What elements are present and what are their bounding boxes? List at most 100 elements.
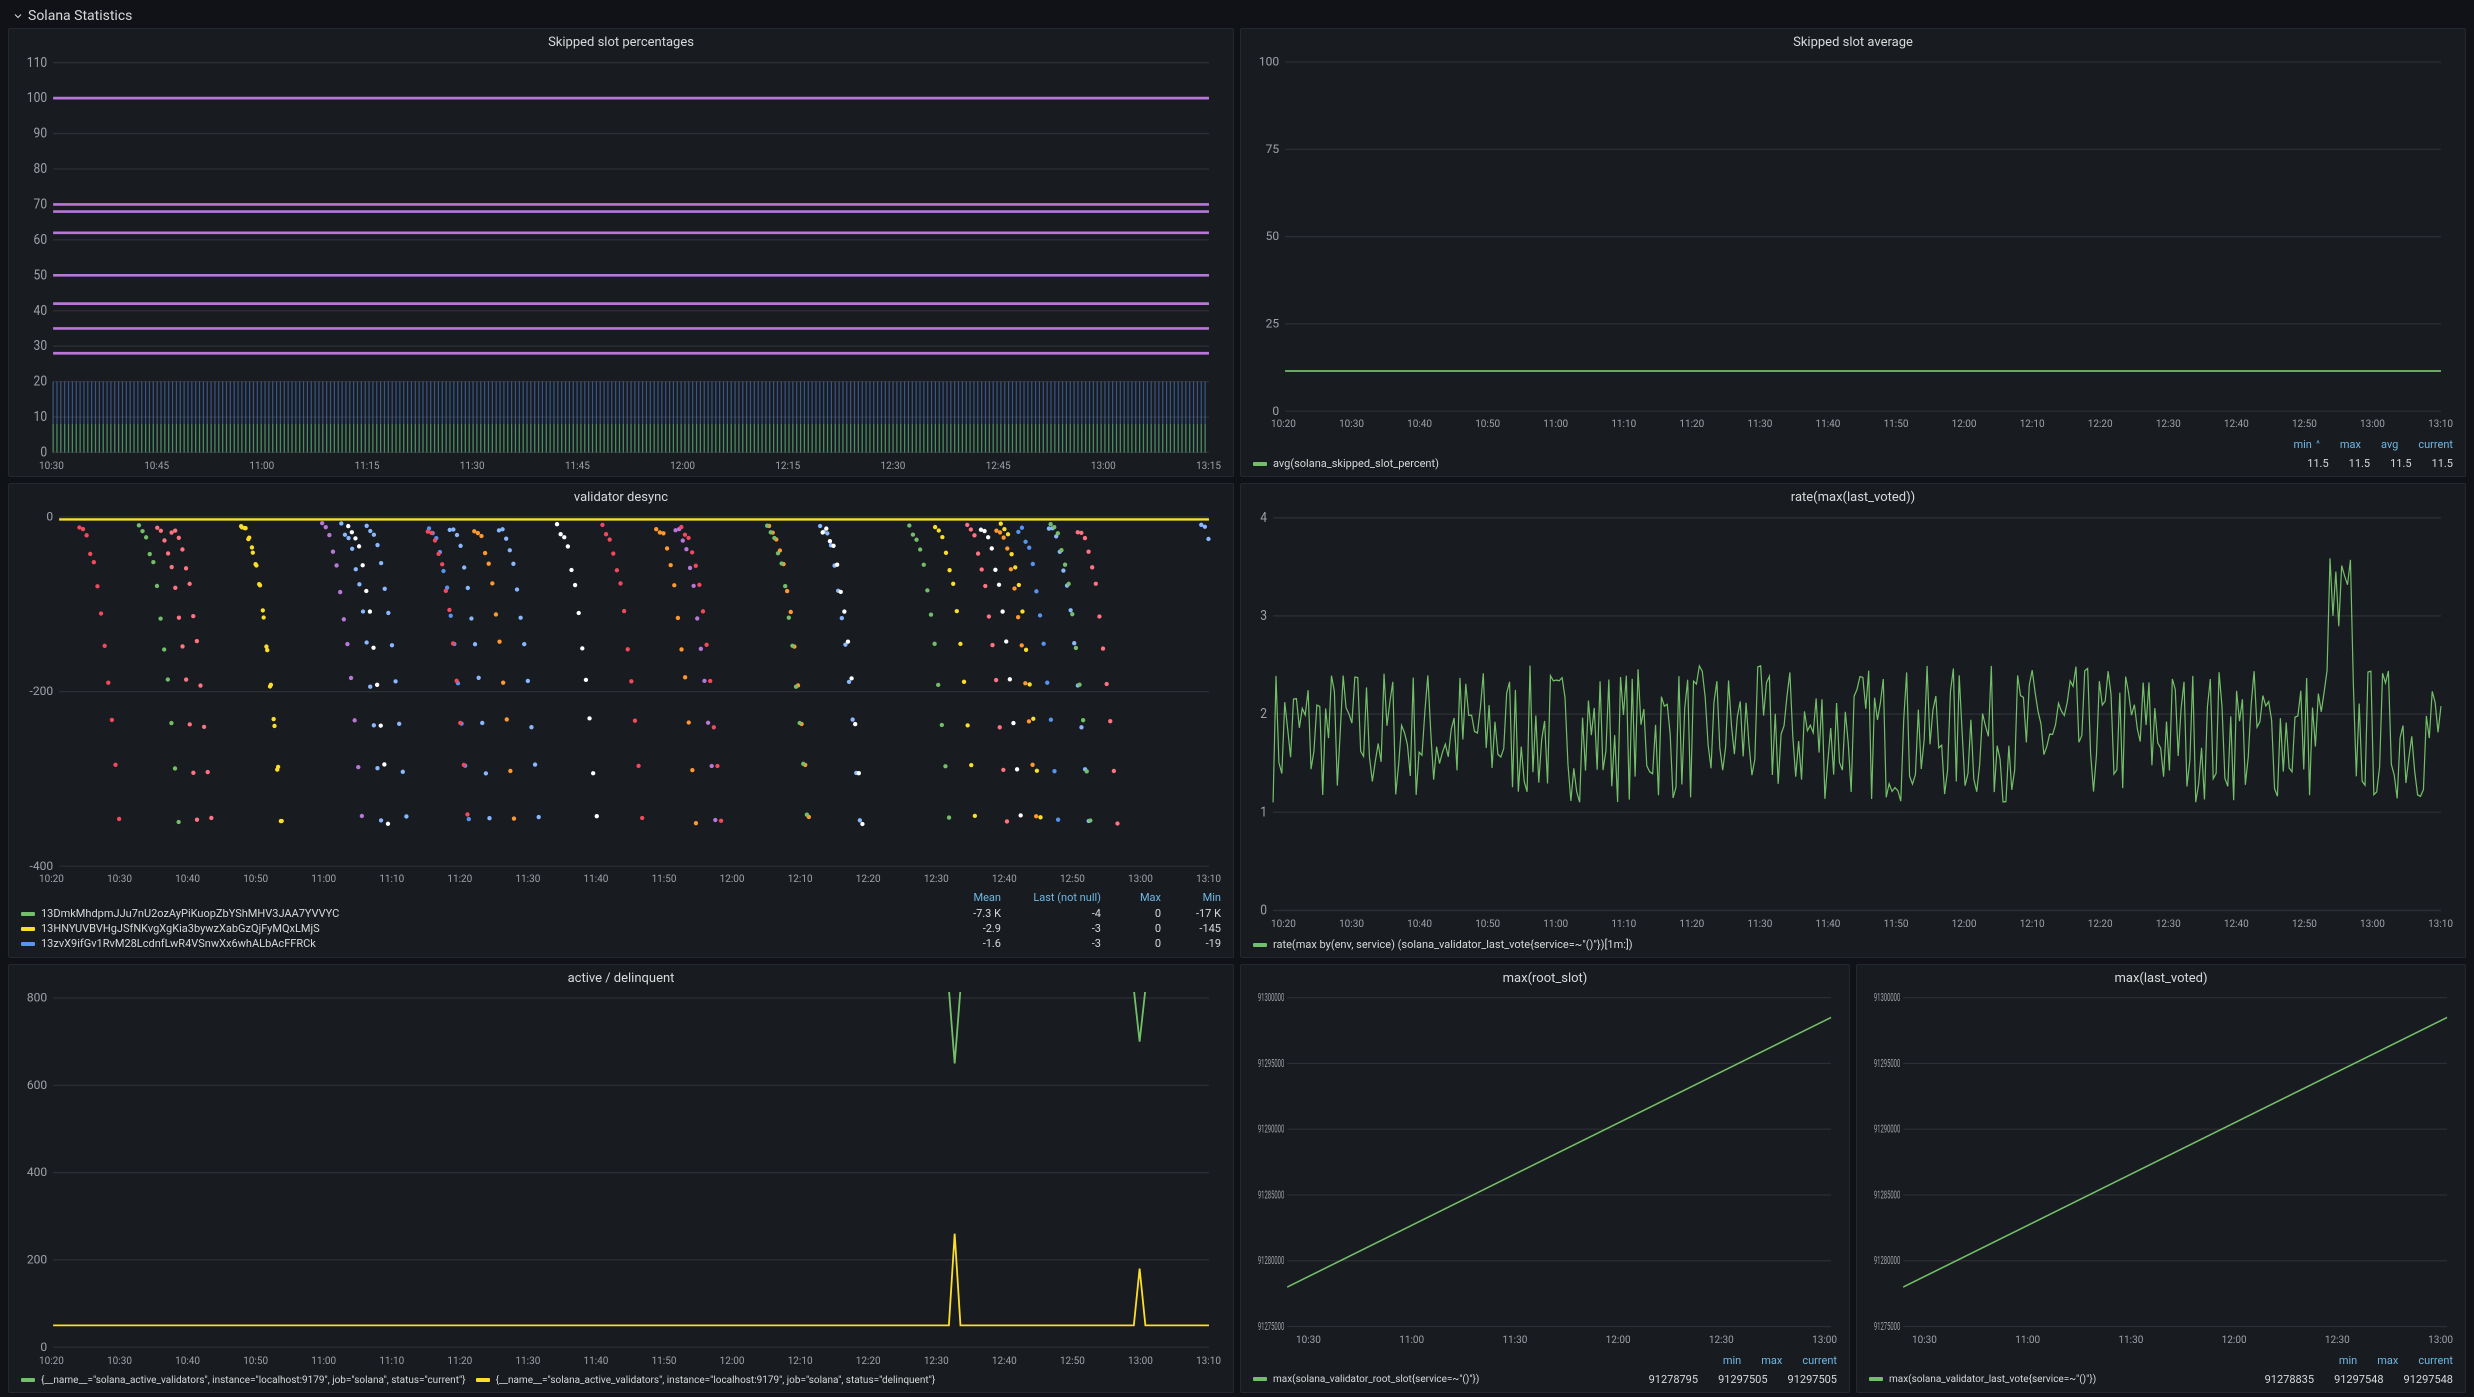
legend-item[interactable]: {__name__="solana_active_validators", in… [476,1375,936,1386]
section-header[interactable]: Solana Statistics [4,4,2470,28]
chevron-down-icon [12,10,24,22]
svg-text:90: 90 [34,126,48,142]
legend-swatch [1253,1377,1267,1381]
col-last[interactable]: Last (not null) [1001,891,1101,904]
svg-text:0: 0 [1272,404,1279,417]
panel-title: validator desync [9,484,1233,507]
chart-active-delinquent: 0200400600800 [17,992,1221,1353]
svg-text:-200: -200 [30,684,54,698]
svg-text:25: 25 [1266,316,1280,330]
svg-text:600: 600 [27,1078,48,1092]
col-mean[interactable]: Mean [921,891,1001,904]
svg-text:4: 4 [1260,511,1267,526]
table-row[interactable]: 13zvX9ifGv1RvM28LcdnfLwR4VSnwXx6whALbAcF… [21,936,1221,951]
legend-label: max(solana_validator_root_slot{service=~… [1273,1374,1479,1385]
legend-item[interactable]: {__name__="solana_active_validators", in… [21,1375,466,1386]
panel-title: rate(max(last_voted)) [1241,484,2465,507]
stat-avg-header[interactable]: avg [2381,438,2398,451]
chart-max-root-slot: 91275000 91280000 91285000 91290000 91295000… [1249,992,1837,1332]
x-axis: 10:3011:0011:3012:0012:3013:00 [1241,1333,1849,1350]
col-min[interactable]: Min [1161,891,1221,904]
x-axis: 10:2010:3010:4010:5011:0011:1011:2011:30… [9,1354,1233,1371]
legend-item[interactable]: avg(solana_skipped_slot_percent) [1253,457,1439,470]
svg-text:110: 110 [27,56,47,71]
svg-text:100: 100 [27,91,47,107]
stat-headers: min max current [1723,1354,1837,1367]
stat-headers: min max current [2339,1354,2453,1367]
legend-label: max(solana_validator_last_vote{service=~… [1889,1374,2096,1385]
svg-text:1: 1 [1260,805,1267,821]
svg-text:91275000: 91275000 [1874,1322,1900,1333]
svg-text:50: 50 [1266,229,1280,243]
legend: min max current [1241,1350,1849,1373]
x-axis: 10:2010:3010:4010:5011:0011:1011:2011:30… [1241,417,2465,434]
svg-text:0: 0 [46,511,53,524]
legend-label: avg(solana_skipped_slot_percent) [1273,457,1439,470]
legend-item[interactable]: max(solana_validator_root_slot{service=~… [1253,1374,1479,1385]
panel-skipped-avg[interactable]: Skipped slot average 0255075100 10:2010:… [1240,28,2466,477]
chart-validator-desync: -400-2000 [17,511,1221,872]
svg-text:400: 400 [27,1166,48,1180]
svg-text:0: 0 [40,445,47,459]
svg-text:20: 20 [34,374,48,390]
svg-text:91300000: 91300000 [1874,993,1900,1006]
svg-text:200: 200 [27,1253,48,1267]
svg-text:100: 100 [1259,56,1280,69]
panel-max-root-slot[interactable]: max(root_slot) 9127500091280000912850009… [1240,964,1850,1392]
legend-swatch [1869,1377,1883,1381]
svg-text:50: 50 [34,268,48,284]
svg-text:91295000: 91295000 [1258,1058,1284,1071]
svg-text:91280000: 91280000 [1258,1256,1284,1269]
table-row[interactable]: 13HNYUVBVHgJSfNKvgXgKia3bywzXabGzQjFyMQx… [21,921,1221,936]
dashboard-grid: Skipped slot percentages 010203040506070… [4,28,2470,1393]
desync-legend: Mean Last (not null) Max Min 13DmkMhdpmJ… [9,889,1233,957]
x-axis: 10:3010:4511:0011:1511:3011:4512:0012:15… [9,459,1233,476]
svg-text:91295000: 91295000 [1874,1058,1900,1071]
table-headers: Mean Last (not null) Max Min [21,889,1221,906]
right-pair: max(root_slot) 9127500091280000912850009… [1240,964,2466,1392]
legend-swatch [1253,462,1267,466]
legend-swatch [1253,943,1267,947]
legend-item[interactable]: max(solana_validator_last_vote{service=~… [1869,1374,2096,1385]
svg-text:30: 30 [34,339,48,355]
panel-title: Skipped slot average [1241,29,2465,52]
legend: min ^ max avg current [1241,434,2465,457]
panel-validator-desync[interactable]: validator desync -400-2000 10:2010:3010:… [8,483,1234,958]
panel-max-last-voted[interactable]: max(last_voted) 912750009128000091285000… [1856,964,2466,1392]
panel-title: active / delinquent [9,965,1233,988]
svg-text:91290000: 91290000 [1258,1124,1284,1137]
svg-text:91290000: 91290000 [1874,1124,1900,1137]
panel-title: max(root_slot) [1241,965,1849,988]
legend-item[interactable]: rate(max by(env, service) (solana_valida… [1253,938,1633,951]
svg-text:70: 70 [34,197,48,213]
legend-label: rate(max by(env, service) (solana_valida… [1273,938,1633,951]
svg-text:10: 10 [34,409,48,425]
chart-rate-last-voted: 01234 [1249,511,2453,917]
legend: {__name__="solana_active_validators", in… [9,1371,1233,1392]
legend-values: max(solana_validator_last_vote{service=~… [1857,1373,2465,1392]
legend: min max current [1857,1350,2465,1373]
svg-text:80: 80 [34,161,48,177]
stat-max-header[interactable]: max [2340,438,2361,451]
svg-text:0: 0 [40,1340,47,1353]
svg-text:91275000: 91275000 [1258,1322,1284,1333]
svg-text:91285000: 91285000 [1258,1190,1284,1203]
chart-max-last-voted: 9127500091280000912850009129000091295000… [1865,992,2453,1332]
col-max[interactable]: Max [1101,891,1161,904]
stat-values: 11.5 11.5 11.5 11.5 [2307,457,2453,470]
stat-headers[interactable]: min ^ max avg current [2293,438,2453,451]
table-row[interactable]: 13DmkMhdpmJJu7nU2ozAyPiKuopZbYShMHV3JAA7… [21,906,1221,921]
stat-min-header[interactable]: min ^ [2293,438,2319,451]
x-axis: 10:3011:0011:3012:0012:3013:00 [1857,1333,2465,1350]
panel-active-delinquent[interactable]: active / delinquent 0200400600800 10:201… [8,964,1234,1392]
svg-text:91285000: 91285000 [1874,1190,1900,1203]
panel-rate-last-voted[interactable]: rate(max(last_voted)) 01234 10:2010:3010… [1240,483,2466,958]
legend-values: avg(solana_skipped_slot_percent) 11.5 11… [1241,457,2465,476]
stat-current-header[interactable]: current [2418,438,2453,451]
chart-skipped-pct: 0102030405060708090100110 [17,56,1221,459]
panel-skipped-pct[interactable]: Skipped slot percentages 010203040506070… [8,28,1234,477]
x-axis: 10:2010:3010:4010:5011:0011:1011:2011:30… [9,872,1233,889]
stat-values: 91278795 91297505 91297505 [1649,1373,1837,1386]
svg-text:91300000: 91300000 [1258,993,1284,1006]
legend-values: max(solana_validator_root_slot{service=~… [1241,1373,1849,1392]
